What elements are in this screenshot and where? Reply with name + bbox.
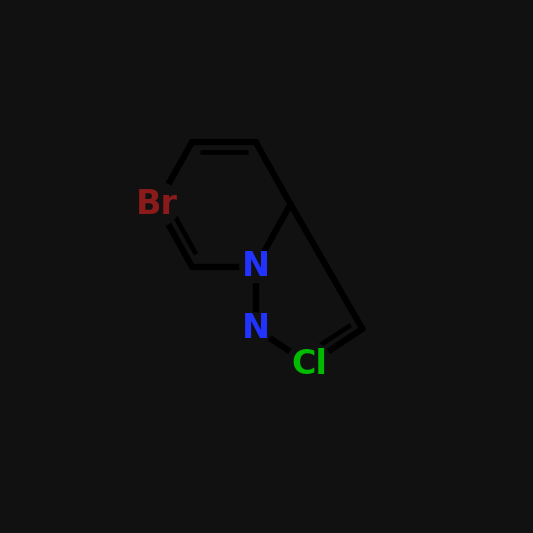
Circle shape <box>287 342 332 386</box>
Circle shape <box>240 313 272 345</box>
Text: Br: Br <box>136 188 178 221</box>
Text: Cl: Cl <box>291 348 327 381</box>
Text: N: N <box>242 250 270 283</box>
Circle shape <box>240 251 272 282</box>
Text: N: N <box>242 312 270 345</box>
Circle shape <box>135 182 180 227</box>
